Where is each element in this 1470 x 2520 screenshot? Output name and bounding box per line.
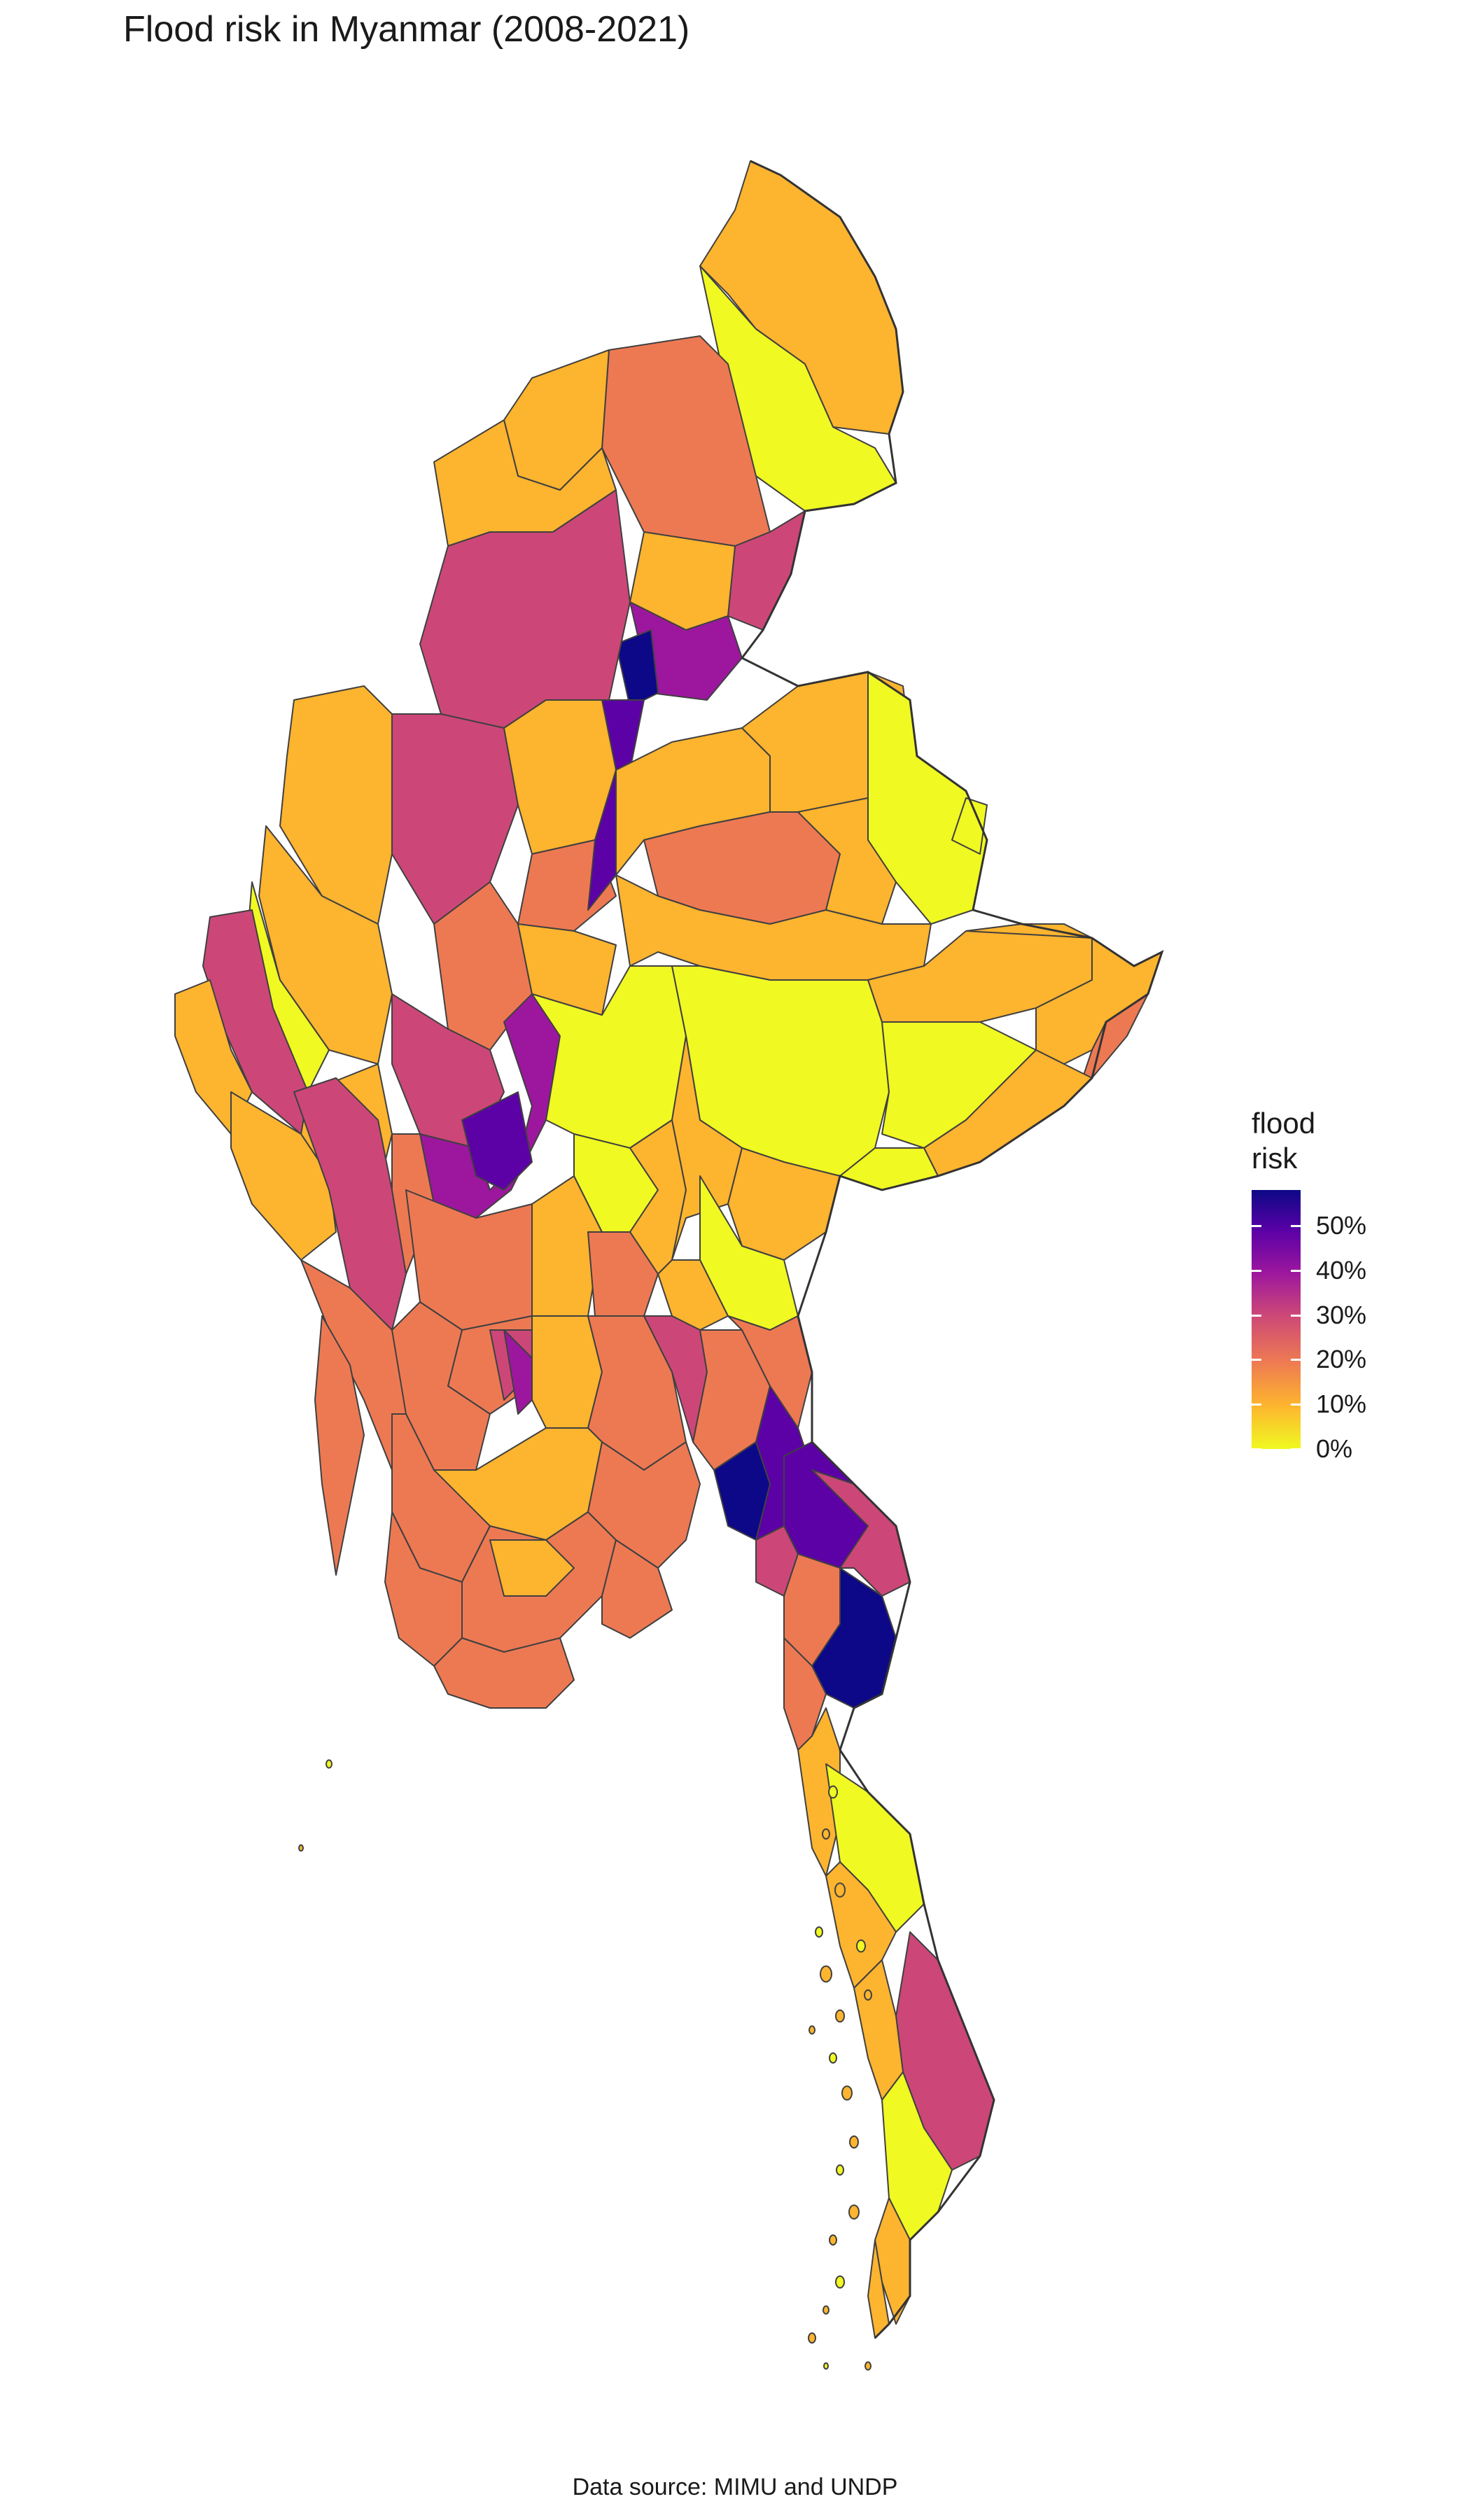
island xyxy=(829,2234,837,2246)
region-shan-north-east-edge xyxy=(951,797,988,855)
region-yangon xyxy=(587,1441,701,1569)
island xyxy=(828,1785,838,1799)
country-border xyxy=(740,160,1164,2339)
page-title: Flood risk in Myanmar (2008-2021) xyxy=(123,9,690,50)
legend-title: flood risk xyxy=(1252,1106,1392,1176)
region-rakhine-coast-south xyxy=(314,1315,365,1576)
region-sagaing-south xyxy=(517,923,617,1016)
region-shan-east-orange xyxy=(797,797,897,925)
island xyxy=(829,2052,837,2064)
legend-tick-label: 20% xyxy=(1316,1345,1367,1374)
island xyxy=(822,2305,830,2315)
region-ayeyarwady-south-yellow xyxy=(489,1539,575,1597)
legend-tick-mark xyxy=(1291,1359,1301,1362)
legend-title-line: flood xyxy=(1252,1107,1316,1140)
island xyxy=(815,1926,823,1938)
island xyxy=(841,2085,853,2101)
legend-tick-mark xyxy=(1291,1404,1301,1406)
island xyxy=(808,2025,816,2035)
island xyxy=(836,2164,844,2176)
legend-tick-mark xyxy=(1252,1404,1261,1406)
island xyxy=(856,1939,866,1953)
island xyxy=(326,1759,332,1769)
region-rakhine-central xyxy=(230,1091,337,1261)
region-kachin-river-blue xyxy=(615,629,659,708)
region-shan-centre-band xyxy=(615,874,932,981)
legend-tick-mark xyxy=(1252,1448,1261,1450)
legend-tick-mark xyxy=(1252,1269,1261,1272)
legend-title-line: risk xyxy=(1252,1142,1298,1175)
region-sagaing-orange-east xyxy=(517,839,617,932)
legend-tick-mark xyxy=(1252,1359,1261,1362)
island xyxy=(823,2362,829,2370)
legend-tick-mark xyxy=(1252,1314,1261,1317)
legend-tick-mark xyxy=(1291,1448,1301,1450)
island xyxy=(864,2361,872,2371)
region-ayeyarwady-delta-south xyxy=(433,1637,575,1709)
region-tanintharyi-central-orange xyxy=(853,1959,904,2101)
caption: Data source: MIMU and UNDP xyxy=(572,2474,898,2500)
island xyxy=(835,2275,845,2289)
island xyxy=(864,1989,872,2001)
region-sagaing-west-purple xyxy=(391,713,519,925)
legend-tick-label: 0% xyxy=(1316,1434,1353,1463)
region-magway-blue-west xyxy=(461,1091,533,1191)
legend-color-bar xyxy=(1252,1190,1301,1449)
region-shan-south-west xyxy=(671,1035,743,1261)
island xyxy=(820,1965,832,1983)
legend-tick-mark xyxy=(1252,1225,1261,1228)
region-mandalay-south xyxy=(587,1231,659,1317)
legend-tick-mark xyxy=(1291,1269,1301,1272)
legend-tick-label: 30% xyxy=(1316,1300,1367,1329)
island xyxy=(849,2135,859,2149)
legend: flood risk 50% 40% 30% 20% 10% 0% xyxy=(1246,1106,1442,1470)
legend-tick-label: 10% xyxy=(1316,1390,1367,1419)
legend-tick-label: 50% xyxy=(1316,1211,1367,1240)
legend-tick-mark xyxy=(1291,1225,1301,1228)
region-shan-south xyxy=(727,1147,841,1261)
island xyxy=(822,1828,830,1840)
island xyxy=(835,2009,845,2023)
island xyxy=(298,1844,304,1852)
region-yangon-south xyxy=(601,1539,673,1639)
island xyxy=(848,2204,860,2220)
region-kayin-north xyxy=(727,1315,813,1429)
island xyxy=(808,2332,816,2344)
legend-tick-mark xyxy=(1291,1314,1301,1317)
island xyxy=(834,1882,846,1898)
legend-tick-label: 40% xyxy=(1316,1255,1367,1284)
